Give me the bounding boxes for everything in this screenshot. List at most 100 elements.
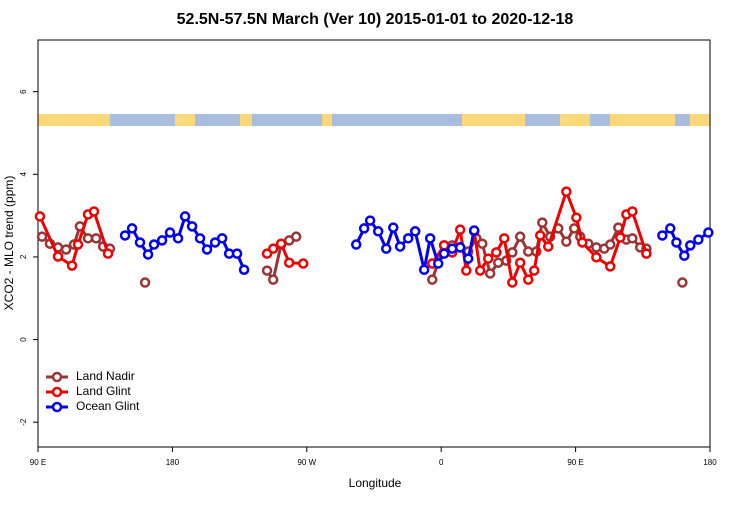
data-point bbox=[454, 242, 466, 253]
legend-marker bbox=[51, 386, 63, 398]
data-point bbox=[119, 230, 131, 241]
data-point bbox=[275, 238, 287, 249]
data-point bbox=[561, 186, 572, 197]
data-point bbox=[172, 233, 184, 244]
data-point bbox=[126, 223, 138, 234]
legend-marker bbox=[51, 371, 63, 383]
data-point bbox=[543, 241, 554, 252]
data-point bbox=[671, 237, 682, 248]
data-point bbox=[591, 242, 602, 253]
data-point bbox=[364, 215, 376, 226]
data-point bbox=[474, 265, 486, 276]
data-point bbox=[615, 232, 626, 243]
y-tick-label: 6 bbox=[19, 89, 28, 94]
legend-label: Land Nadir bbox=[76, 369, 135, 383]
data-point bbox=[677, 277, 688, 288]
data-point bbox=[477, 238, 488, 249]
data-point bbox=[438, 248, 450, 259]
data-point bbox=[514, 231, 526, 242]
data-point bbox=[523, 274, 534, 285]
data-point bbox=[665, 223, 676, 234]
data-point bbox=[432, 258, 444, 269]
data-point bbox=[402, 233, 414, 244]
data-point bbox=[372, 226, 384, 237]
data-point bbox=[604, 261, 616, 272]
data-point bbox=[297, 258, 309, 269]
data-point bbox=[537, 217, 548, 228]
data-point bbox=[148, 239, 160, 250]
data-point bbox=[528, 265, 540, 276]
data-point bbox=[90, 233, 102, 244]
data-point bbox=[60, 244, 72, 255]
data-point bbox=[267, 274, 279, 285]
data-point bbox=[641, 248, 652, 259]
data-point bbox=[426, 274, 438, 285]
data-point bbox=[139, 277, 151, 288]
data-point bbox=[591, 252, 602, 263]
data-point bbox=[290, 231, 302, 242]
data-point bbox=[657, 230, 668, 241]
data-point bbox=[179, 211, 191, 222]
data-point bbox=[267, 243, 279, 254]
data-point bbox=[394, 241, 406, 252]
data-point bbox=[424, 233, 436, 244]
x-tick-label: 180 bbox=[703, 458, 717, 467]
data-point bbox=[468, 225, 480, 236]
data-point bbox=[186, 221, 198, 232]
y-tick-label: 2 bbox=[19, 254, 28, 259]
y-tick-label: 4 bbox=[19, 172, 28, 177]
data-point bbox=[482, 253, 494, 264]
data-point bbox=[571, 212, 582, 223]
data-point bbox=[164, 227, 176, 238]
map-strip bbox=[38, 114, 710, 126]
data-point bbox=[507, 277, 518, 288]
plot-frame bbox=[37, 39, 711, 448]
data-point bbox=[350, 239, 362, 250]
data-point bbox=[484, 268, 496, 279]
data-point bbox=[534, 230, 546, 241]
data-point bbox=[134, 237, 146, 248]
data-point bbox=[507, 247, 518, 258]
data-point bbox=[514, 257, 526, 268]
chart-title: 52.5N-57.5N March (Ver 10) 2015-01-01 to… bbox=[177, 11, 574, 28]
data-point bbox=[36, 231, 48, 242]
data-point bbox=[231, 248, 243, 259]
data-point bbox=[498, 233, 510, 244]
data-point bbox=[201, 244, 213, 255]
data-point bbox=[66, 260, 78, 271]
data-point bbox=[523, 246, 534, 257]
y-tick-label: -2 bbox=[19, 418, 28, 426]
data-point bbox=[34, 211, 46, 222]
data-point bbox=[88, 206, 100, 217]
data-point bbox=[492, 257, 504, 268]
data-point bbox=[703, 227, 714, 238]
data-point bbox=[577, 237, 588, 248]
data-point bbox=[102, 248, 114, 259]
data-point bbox=[52, 251, 64, 262]
data-point bbox=[462, 253, 474, 264]
data-point bbox=[142, 249, 154, 260]
data-point bbox=[627, 206, 638, 217]
x-tick-label: 90 E bbox=[567, 458, 583, 467]
data-point bbox=[380, 243, 392, 254]
data-point bbox=[679, 250, 690, 261]
legend-label: Land Glint bbox=[76, 384, 131, 398]
data-point bbox=[409, 226, 421, 237]
legend-label: Ocean Glint bbox=[76, 399, 140, 413]
data-point bbox=[693, 234, 704, 245]
x-tick-label: 90 E bbox=[30, 458, 46, 467]
data-point bbox=[491, 247, 502, 258]
x-tick-label: 180 bbox=[166, 458, 180, 467]
data-point bbox=[685, 240, 696, 251]
data-point bbox=[72, 239, 84, 250]
data-point bbox=[156, 235, 168, 246]
legend-marker bbox=[51, 401, 63, 413]
data-point bbox=[418, 264, 430, 275]
data-point bbox=[238, 264, 250, 275]
data-point bbox=[438, 240, 450, 251]
data-point bbox=[604, 239, 616, 250]
y-tick-label: 0 bbox=[19, 337, 28, 342]
data-point bbox=[627, 233, 638, 244]
